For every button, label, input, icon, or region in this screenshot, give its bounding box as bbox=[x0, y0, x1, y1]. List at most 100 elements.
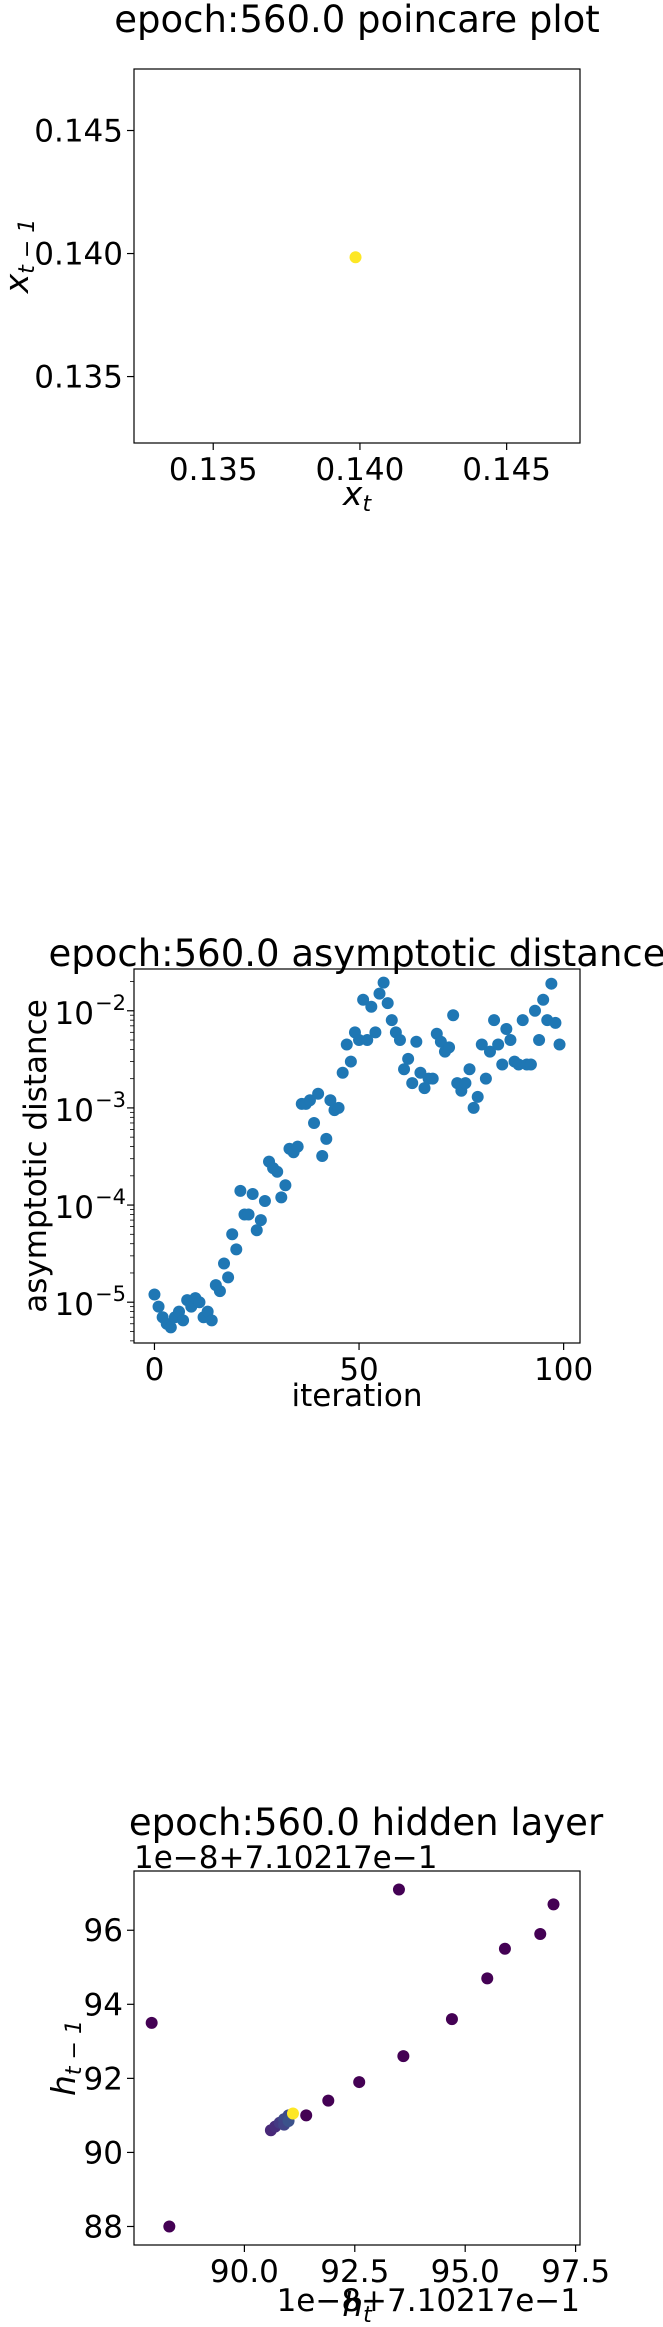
asymptotic-point bbox=[258, 1195, 271, 1208]
asymptotic-point bbox=[242, 1208, 255, 1221]
y-tick-label: 10 bbox=[55, 996, 94, 1032]
asymptotic-point bbox=[308, 1116, 321, 1129]
x-tick-label: 0.135 bbox=[169, 452, 258, 488]
asymptotic-point bbox=[393, 1034, 406, 1047]
asymptotic-ylabel: asymptotic distance bbox=[18, 999, 54, 1313]
asymptotic-point bbox=[365, 1000, 378, 1013]
asymptotic-point bbox=[459, 1077, 472, 1090]
asymptotic-point bbox=[516, 1014, 529, 1027]
asymptotic-point bbox=[303, 1094, 316, 1107]
asymptotic-point bbox=[483, 1045, 496, 1058]
asymptotic-point bbox=[447, 1009, 460, 1022]
asymptotic-point bbox=[234, 1184, 247, 1197]
asymptotic-point bbox=[385, 1014, 398, 1027]
asymptotic-point bbox=[504, 1034, 517, 1047]
asymptotic-point bbox=[320, 1132, 333, 1145]
asymptotic-point bbox=[218, 1257, 231, 1270]
asymptotic-point bbox=[426, 1072, 439, 1085]
asymptotic-point bbox=[193, 1296, 206, 1309]
asymptotic-point bbox=[361, 1034, 374, 1047]
asymptotic-point bbox=[275, 1191, 288, 1204]
asymptotic-point bbox=[463, 1063, 476, 1076]
y-tick-label: 94 bbox=[84, 1987, 123, 2023]
y-tick-label: 88 bbox=[84, 2209, 123, 2245]
asymptotic-point bbox=[537, 993, 550, 1006]
x-tick-label: 97.5 bbox=[541, 2254, 610, 2290]
asymptotic-point bbox=[246, 1187, 259, 1200]
poincare-title: epoch:560.0 poincare plot bbox=[114, 0, 600, 41]
poincare-point bbox=[349, 251, 362, 264]
asymptotic-point bbox=[254, 1214, 267, 1227]
asymptotic-point bbox=[443, 1041, 456, 1054]
x-tick-label: 50 bbox=[339, 1352, 378, 1388]
asymptotic-point bbox=[226, 1228, 239, 1241]
hidden-point bbox=[392, 1883, 405, 1896]
asymptotic-title: epoch:560.0 asymptotic distance bbox=[48, 932, 663, 975]
poincare-plot-frame bbox=[133, 68, 581, 444]
asymptotic-point bbox=[250, 1224, 263, 1237]
hidden-point bbox=[547, 1898, 560, 1911]
poincare-ylabel: xt − 1 bbox=[0, 219, 40, 295]
asymptotic-point bbox=[271, 1165, 284, 1178]
asymptotic-point bbox=[479, 1072, 492, 1085]
asymptotic-chart: epoch:560.0 asymptotic distance 0 50 100 1… bbox=[18, 932, 663, 1414]
y-tick-exponent: −4 bbox=[95, 1185, 126, 1209]
asymptotic-point bbox=[402, 1052, 415, 1065]
asymptotic-point bbox=[213, 1285, 226, 1298]
y-tick-label: 90 bbox=[84, 2135, 123, 2171]
y-tick-exponent: −5 bbox=[95, 1282, 126, 1306]
asymptotic-point bbox=[528, 1004, 541, 1017]
asymptotic-xlabel: iteration bbox=[292, 1378, 423, 1414]
asymptotic-point bbox=[549, 1016, 562, 1029]
asymptotic-point bbox=[324, 1094, 337, 1107]
asymptotic-point bbox=[373, 987, 386, 1000]
y-tick-label: 10 bbox=[55, 1190, 94, 1226]
asymptotic-point bbox=[336, 1066, 349, 1079]
asymptotic-point bbox=[475, 1038, 488, 1051]
hidden-y-offset: 1e−8+7.10217e−1 bbox=[134, 1840, 437, 1876]
asymptotic-point bbox=[177, 1314, 190, 1327]
asymptotic-point bbox=[222, 1271, 235, 1284]
asymptotic-point bbox=[533, 1034, 546, 1047]
asymptotic-point bbox=[398, 1063, 411, 1076]
hidden-point bbox=[286, 2107, 299, 2120]
hidden-point bbox=[145, 2016, 158, 2029]
asymptotic-point bbox=[381, 997, 394, 1010]
y-tick-label: 10 bbox=[55, 1093, 94, 1129]
asymptotic-point bbox=[357, 993, 370, 1006]
asymptotic-point bbox=[496, 1058, 509, 1071]
asymptotic-point bbox=[553, 1038, 566, 1051]
x-tick-label: 100 bbox=[534, 1352, 593, 1388]
hidden-x-offset: 1e−8+7.10217e−1 bbox=[277, 2283, 580, 2319]
asymptotic-point bbox=[279, 1179, 292, 1192]
asymptotic-point bbox=[410, 1035, 423, 1048]
x-tick-label: 0.140 bbox=[316, 452, 405, 488]
asymptotic-point bbox=[467, 1101, 480, 1114]
hidden-point bbox=[534, 1927, 547, 1940]
hidden-point bbox=[163, 2220, 176, 2233]
hidden-point bbox=[300, 2109, 313, 2122]
asymptotic-point bbox=[377, 976, 390, 989]
asymptotic-point bbox=[545, 977, 558, 990]
hidden-point bbox=[322, 2094, 335, 2107]
asymptotic-point bbox=[316, 1149, 329, 1162]
y-tick-label: 96 bbox=[84, 1913, 123, 1949]
asymptotic-point bbox=[500, 1022, 513, 1035]
asymptotic-point bbox=[340, 1038, 353, 1051]
asymptotic-point bbox=[406, 1077, 419, 1090]
hidden-point bbox=[498, 1942, 511, 1955]
x-tick-label: 90.0 bbox=[210, 2254, 279, 2290]
y-tick-label: 10 bbox=[55, 1287, 94, 1323]
asymptotic-point bbox=[152, 1300, 165, 1313]
asymptotic-point bbox=[205, 1314, 218, 1327]
asymptotic-point bbox=[492, 1038, 505, 1051]
asymptotic-point bbox=[488, 1014, 501, 1027]
asymptotic-point bbox=[164, 1321, 177, 1334]
hidden-layer-chart: epoch:560.0 hidden layer 1e−8+7.10217e−1… bbox=[44, 1801, 610, 2327]
asymptotic-point bbox=[332, 1101, 345, 1114]
asymptotic-point bbox=[312, 1087, 325, 1100]
hidden-point bbox=[481, 1972, 494, 1985]
hidden-point bbox=[353, 2076, 366, 2089]
y-tick-label: 0.145 bbox=[34, 114, 123, 150]
hidden-plot-frame bbox=[133, 1870, 581, 2246]
